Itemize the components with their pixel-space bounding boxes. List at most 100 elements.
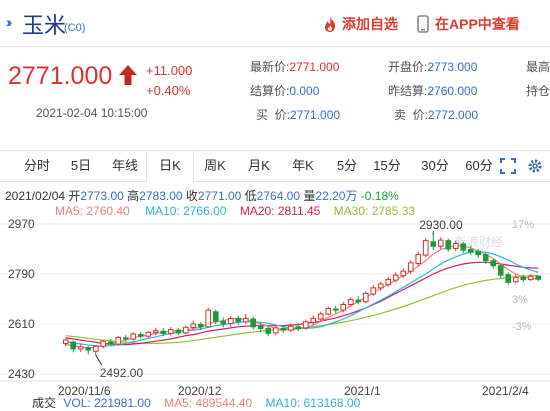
- candle-body: [482, 254, 489, 262]
- tab-15min[interactable]: 15分: [373, 158, 401, 173]
- x-axis-label: 2020/12: [178, 384, 222, 398]
- candle-body: [325, 307, 332, 315]
- close-value: 2771.00: [197, 189, 242, 203]
- kline-chart[interactable]: 新浪财经 2970 2790 2610 2430 17% 3% -3% 2930.00 24…: [0, 212, 550, 411]
- candle-body: [287, 325, 294, 331]
- settings-gear-icon[interactable]: [527, 158, 543, 174]
- ma5-legend: MA5: 2760.40: [55, 204, 130, 218]
- price-change-pct: +0.40%: [146, 83, 191, 98]
- candle-body: [400, 270, 407, 277]
- candle-body: [505, 274, 512, 283]
- tab-weekly-k[interactable]: 周K: [204, 158, 226, 173]
- fullscreen-icon[interactable]: [500, 158, 516, 174]
- y-tick-label: 2790: [8, 267, 35, 281]
- right-tick-label: 17%: [512, 219, 534, 231]
- field-label: 结算价:: [250, 84, 290, 98]
- low-label: 低: [244, 189, 257, 203]
- flame-icon: [324, 16, 336, 32]
- candle-body: [497, 265, 504, 276]
- view-in-app-label: 在APP中查看: [435, 16, 520, 32]
- tab-daily-k[interactable]: 日K: [146, 151, 194, 182]
- candle-body: [145, 331, 152, 337]
- right-tick-label: -3%: [512, 321, 532, 333]
- low-value: 2764.00: [256, 189, 301, 203]
- high-label: 高: [127, 189, 140, 203]
- candle-body: [122, 337, 129, 340]
- candle-body: [160, 330, 167, 334]
- candlesticks: [62, 235, 542, 356]
- header-bar: ›› 玉米 (C0) 添加自选 在APP中查看: [0, 0, 550, 50]
- candle-body: [430, 241, 437, 247]
- candle-body: [422, 240, 429, 256]
- field-open: 开盘价:2773.000: [388, 58, 477, 76]
- min-marker: [95, 354, 103, 366]
- tab-30min[interactable]: 30分: [421, 158, 449, 173]
- candle-body: [535, 275, 542, 280]
- candle-body: [62, 339, 69, 344]
- tab-minute[interactable]: 分时: [23, 158, 50, 173]
- tab-5min[interactable]: 5分: [336, 158, 358, 173]
- candle-body: [257, 325, 264, 329]
- candle-body: [197, 324, 204, 328]
- volume-value: 22.20万: [315, 189, 358, 203]
- candle-body: [295, 326, 302, 329]
- ma20-legend: MA20: 2811.45: [239, 204, 321, 218]
- candle-body: [235, 317, 242, 323]
- tab-5day[interactable]: 5日: [70, 158, 92, 173]
- tab-yearly-k[interactable]: 年K: [292, 158, 314, 173]
- candle-body: [362, 292, 369, 303]
- last-price: 2771.000: [8, 62, 113, 90]
- right-tick-label: 3%: [512, 294, 528, 306]
- right-axis-ticks: 17% 3% -3%: [512, 219, 534, 333]
- y-tick-label: 2610: [8, 317, 35, 331]
- y-tick-label: 2970: [8, 217, 35, 231]
- add-favorite-button[interactable]: 添加自选: [322, 14, 398, 34]
- candle-body: [272, 327, 279, 334]
- candle-body: [467, 249, 474, 253]
- candle-body: [445, 240, 452, 250]
- field-label: 卖 价:: [394, 108, 429, 122]
- vol-value: VOL: 221981.00: [63, 396, 151, 410]
- field-bid: 买 价:2771.000: [256, 106, 340, 124]
- tab-yearline[interactable]: 年线: [111, 158, 138, 173]
- candle-body: [520, 276, 527, 281]
- candle-body: [182, 326, 189, 334]
- candle-body: [370, 287, 377, 295]
- candle-body: [280, 327, 287, 331]
- y-axis-ticks: 2970 2790 2610 2430: [8, 217, 35, 381]
- period-tabs: 分时 5日 年线 日K 周K 月K 年K 5分 15分 30分 60分: [0, 150, 550, 182]
- candle-body: [205, 309, 212, 328]
- field-open-interest: 持仓: [526, 82, 550, 100]
- candle-body: [77, 346, 84, 350]
- field-value: 2772.000: [428, 108, 479, 122]
- field-label: 持仓: [526, 84, 550, 98]
- candle-body: [317, 313, 324, 320]
- tab-60min[interactable]: 60分: [465, 158, 493, 173]
- candle-body: [490, 260, 497, 267]
- price-change: +11.000: [146, 63, 193, 78]
- ma-legend-row: MA5: 2760.40 MA10: 2766.00 MA20: 2811.45…: [55, 204, 415, 218]
- candle-body: [415, 254, 422, 264]
- ma10-legend: MA10: 2766.00: [145, 204, 227, 218]
- candle-body: [437, 239, 444, 247]
- field-last: 最新价:2771.000: [250, 58, 339, 76]
- candle-body: [227, 317, 234, 324]
- vol-ma10: MA10: 613168.00: [265, 396, 361, 410]
- candle-body: [137, 334, 144, 337]
- close-label: 收: [185, 189, 198, 203]
- min-price-label: 2492.00: [100, 366, 144, 380]
- view-in-app-button[interactable]: 在APP中查看: [417, 14, 520, 34]
- x-axis-labels: 2020/11/6 2020/12 2021/1 2021/2/4: [58, 384, 529, 398]
- candle-body: [385, 279, 392, 286]
- chart-grid: [0, 223, 550, 382]
- ma5-line: [65, 245, 539, 349]
- quote-timestamp: 2021-02-04 10:15:00: [36, 106, 148, 120]
- bar-date: 2021/02/04: [5, 189, 66, 203]
- field-prev-settle: 昨结算:2760.000: [388, 82, 477, 100]
- tab-monthly-k[interactable]: 月K: [248, 158, 270, 173]
- field-value: 2771.000: [290, 108, 341, 122]
- open-label: 开: [68, 189, 81, 203]
- extreme-annotations: 2930.00 2492.00: [95, 218, 463, 380]
- price-change-block: +11.000 +0.40%: [146, 61, 192, 101]
- candle-body: [70, 341, 77, 350]
